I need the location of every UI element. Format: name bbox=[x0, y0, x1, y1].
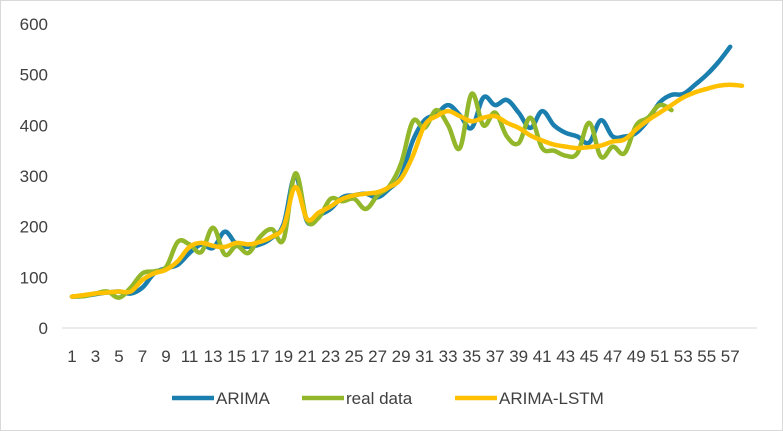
x-tick-label: 5 bbox=[114, 347, 123, 366]
y-tick-label: 300 bbox=[20, 167, 48, 186]
x-tick-label: 53 bbox=[674, 347, 693, 366]
series-lines bbox=[69, 44, 745, 300]
y-axis-ticks: 0 100 200 300 400 500 600 bbox=[20, 15, 48, 338]
x-tick-label: 55 bbox=[697, 347, 716, 366]
x-tick-label: 19 bbox=[274, 347, 293, 366]
x-tick-label: 51 bbox=[650, 347, 669, 366]
y-tick-label: 600 bbox=[20, 15, 48, 34]
series-line-arima-lstm bbox=[69, 82, 745, 299]
y-tick-label: 500 bbox=[20, 66, 48, 85]
x-axis-ticks: 1 3 5 7 9 11 13 15 17 19 21 23 25 27 29 31 33 35 37 39 41 43 4… bbox=[67, 347, 739, 366]
x-tick-label: 23 bbox=[321, 347, 340, 366]
x-tick-label: 41 bbox=[533, 347, 552, 366]
x-tick-label: 57 bbox=[721, 347, 740, 366]
x-tick-label: 33 bbox=[439, 347, 458, 366]
x-tick-label: 21 bbox=[298, 347, 317, 366]
x-tick-label: 47 bbox=[603, 347, 622, 366]
x-tick-label: 29 bbox=[392, 347, 411, 366]
x-tick-label: 3 bbox=[91, 347, 100, 366]
x-tick-label: 45 bbox=[580, 347, 599, 366]
x-tick-label: 11 bbox=[181, 347, 199, 366]
x-tick-label: 15 bbox=[227, 347, 246, 366]
y-tick-label: 200 bbox=[20, 218, 48, 237]
x-tick-label: 9 bbox=[161, 347, 170, 366]
x-tick-label: 25 bbox=[345, 347, 364, 366]
x-tick-label: 49 bbox=[627, 347, 646, 366]
x-tick-label: 1 bbox=[67, 347, 76, 366]
x-tick-label: 17 bbox=[251, 347, 270, 366]
x-tick-label: 37 bbox=[486, 347, 505, 366]
legend: ARIMA real data ARIMA-LSTM bbox=[172, 389, 604, 408]
x-tick-label: 35 bbox=[462, 347, 481, 366]
x-tick-label: 43 bbox=[556, 347, 575, 366]
x-tick-label: 39 bbox=[509, 347, 528, 366]
legend-label: ARIMA-LSTM bbox=[499, 389, 604, 408]
legend-label: real data bbox=[346, 389, 413, 408]
y-tick-label: 400 bbox=[20, 116, 48, 135]
series-line-real-data bbox=[69, 91, 674, 300]
y-tick-label: 0 bbox=[39, 319, 48, 338]
x-tick-label: 13 bbox=[204, 347, 223, 366]
y-tick-label: 100 bbox=[20, 268, 48, 287]
x-tick-label: 27 bbox=[368, 347, 387, 366]
x-tick-label: 31 bbox=[415, 347, 434, 366]
x-tick-label: 7 bbox=[138, 347, 147, 366]
legend-label: ARIMA bbox=[216, 389, 271, 408]
